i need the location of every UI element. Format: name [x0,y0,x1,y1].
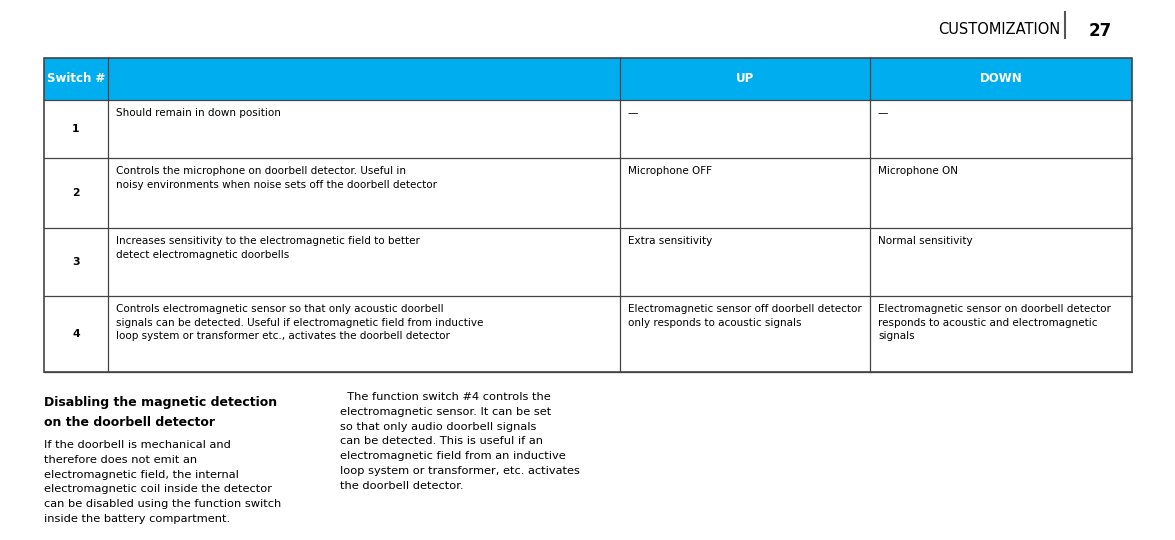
Text: —: — [627,108,638,118]
Text: on the doorbell detector: on the doorbell detector [43,416,215,429]
Text: Should remain in down position: Should remain in down position [116,108,281,118]
Text: Increases sensitivity to the electromagnetic field to better
detect electromagne: Increases sensitivity to the electromagn… [116,236,419,260]
Text: —: — [878,108,888,118]
Text: Microphone OFF: Microphone OFF [627,166,712,176]
Bar [43,58,1132,100]
Text: If the doorbell is mechanical and
therefore does not emit an
electromagnetic fie: If the doorbell is mechanical and theref… [43,440,281,524]
Text: The function switch #4 controls the
electromagnetic sensor. It can be set
so tha: The function switch #4 controls the elec… [340,392,580,491]
Text: Extra sensitivity: Extra sensitivity [627,236,712,246]
Text: 1: 1 [72,124,80,134]
Text: 4: 4 [72,329,80,339]
Text: Electromagnetic sensor off doorbell detector
only responds to acoustic signals: Electromagnetic sensor off doorbell dete… [627,304,861,328]
Text: Disabling the magnetic detection: Disabling the magnetic detection [43,396,277,409]
Text: 3: 3 [72,257,80,267]
Text: Normal sensitivity: Normal sensitivity [878,236,973,246]
Text: Controls electromagnetic sensor so that only acoustic doorbell
signals can be de: Controls electromagnetic sensor so that … [116,304,483,341]
Text: Switch #: Switch # [47,72,105,85]
Text: Controls the microphone on doorbell detector. Useful in
noisy environments when : Controls the microphone on doorbell dete… [116,166,437,190]
Text: 2: 2 [72,188,80,198]
Text: Electromagnetic sensor on doorbell detector
responds to acoustic and electromagn: Electromagnetic sensor on doorbell detec… [878,304,1110,341]
Text: Microphone ON: Microphone ON [878,166,958,176]
Bar [43,58,1132,372]
Text: UP: UP [736,72,754,85]
Text: DOWN: DOWN [980,72,1022,85]
Text: CUSTOMIZATION: CUSTOMIZATION [938,22,1060,37]
Text: 27: 27 [1088,22,1112,40]
